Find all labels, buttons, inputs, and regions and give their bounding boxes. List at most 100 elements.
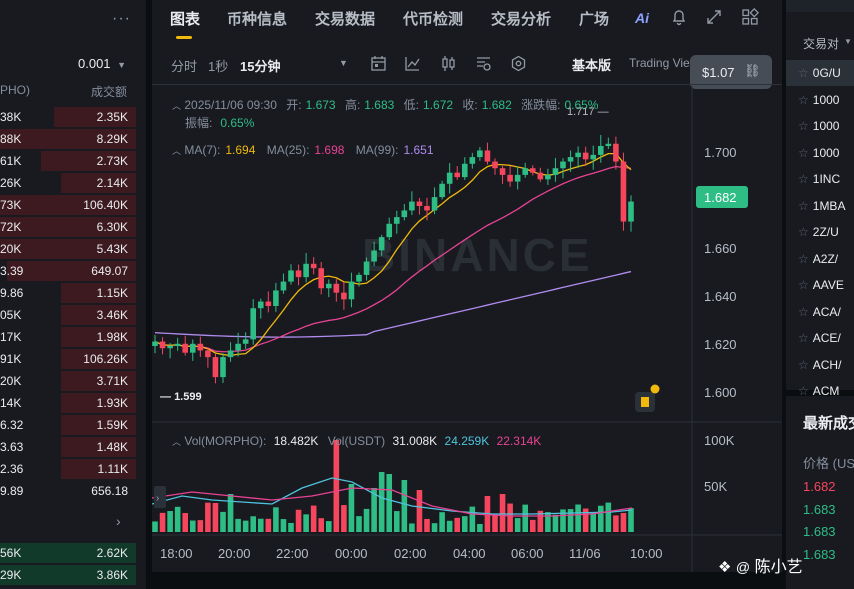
star-icon[interactable]: ☆ bbox=[798, 304, 809, 319]
pair-item[interactable]: ☆ ACH/ bbox=[798, 358, 841, 372]
star-icon[interactable]: ☆ bbox=[798, 357, 809, 372]
star-icon[interactable]: ☆ bbox=[798, 92, 809, 107]
pair-item[interactable]: ☆ 1MBA bbox=[798, 199, 845, 213]
pair-item[interactable]: ☆ 1INC bbox=[798, 172, 840, 186]
line-tool-icon[interactable] bbox=[404, 55, 421, 72]
volume-bar bbox=[378, 472, 385, 532]
bid-row[interactable]: 29K 3.86K bbox=[0, 564, 136, 586]
ask-row[interactable]: 38K 2.35K bbox=[0, 106, 136, 128]
tab-1[interactable]: 币种信息 bbox=[227, 11, 288, 28]
view-basic[interactable]: 基本版 bbox=[572, 58, 612, 73]
pair-item[interactable]: ☆ AAVE bbox=[798, 278, 844, 292]
pair-item[interactable]: ☆ 1000 bbox=[798, 146, 839, 160]
star-icon[interactable]: ☆ bbox=[798, 251, 809, 266]
star-icon[interactable]: ☆ bbox=[798, 145, 809, 160]
time-tick: 10:00 bbox=[630, 546, 663, 561]
volume-bar bbox=[265, 518, 272, 532]
ask-row[interactable]: 61K 2.73K bbox=[0, 150, 136, 172]
precision-select[interactable]: 0.001 ▼ bbox=[78, 56, 126, 71]
ai-badge-icon[interactable] bbox=[635, 384, 660, 413]
tab-5[interactable]: 广场 bbox=[579, 11, 610, 28]
settings-hex-icon[interactable] bbox=[510, 55, 527, 72]
tf-1s[interactable]: 1秒 bbox=[208, 59, 229, 74]
volume-bar bbox=[469, 506, 476, 532]
change-value: 0.65% bbox=[564, 98, 599, 112]
indicator-icon[interactable] bbox=[475, 55, 492, 72]
candle-type-icon[interactable] bbox=[440, 55, 457, 72]
volume-bar bbox=[257, 518, 264, 532]
tf-time-share[interactable]: 分时 bbox=[171, 59, 198, 74]
candle-body bbox=[446, 172, 453, 184]
candle-body bbox=[545, 174, 551, 180]
pair-item[interactable]: ☆ ACA/ bbox=[798, 305, 841, 319]
price-tick: 1.600 bbox=[704, 385, 737, 400]
ask-amount: 26K bbox=[0, 176, 22, 190]
ohlc-legend: ︿ 2025/11/06 09:30 开: 1.673 高: 1.683 低: 1.6… bbox=[172, 96, 598, 113]
dropdown-icon[interactable]: ▼ bbox=[339, 58, 348, 68]
ask-row[interactable]: 9.89 656.18 bbox=[0, 480, 136, 502]
ask-amount: 88K bbox=[0, 132, 22, 146]
tf-15m[interactable]: 15分钟 bbox=[240, 59, 281, 74]
close-label: 收: bbox=[462, 98, 478, 112]
volume-bar bbox=[431, 523, 438, 532]
tab-0[interactable]: 图表 bbox=[170, 11, 201, 28]
ai-icon[interactable]: Ai bbox=[635, 10, 649, 26]
collapse-caret-icon[interactable]: ︿ bbox=[172, 101, 182, 111]
calendar-icon[interactable] bbox=[370, 55, 387, 72]
pair-item[interactable]: ☆ A2Z/ bbox=[798, 252, 838, 266]
expand-icon[interactable] bbox=[706, 9, 722, 25]
candle-body bbox=[189, 343, 196, 353]
volume-collapse-icon[interactable]: › bbox=[154, 486, 166, 508]
ask-row[interactable]: 20K 3.71K bbox=[0, 370, 136, 392]
ask-row[interactable]: 72K 6.30K bbox=[0, 216, 136, 238]
candle-body bbox=[310, 263, 317, 269]
ask-row[interactable]: 9.86 1.15K bbox=[0, 282, 136, 304]
ask-row[interactable]: 3.63 1.48K bbox=[0, 436, 136, 458]
bid-amount: 56K bbox=[0, 546, 22, 560]
vol-collapse-icon[interactable]: ︿ bbox=[172, 437, 182, 447]
star-icon[interactable]: ☆ bbox=[798, 278, 809, 292]
tab-3[interactable]: 代币检测 bbox=[403, 11, 464, 28]
pairs-header[interactable]: 交易对 bbox=[803, 37, 840, 51]
star-icon[interactable]: ☆ bbox=[798, 384, 809, 398]
ask-row[interactable]: 88K 8.29K bbox=[0, 128, 136, 150]
ask-row[interactable]: 2.36 1.11K bbox=[0, 458, 136, 480]
ask-row[interactable]: 05K 3.46K bbox=[0, 304, 136, 326]
star-icon[interactable]: ☆ bbox=[798, 225, 809, 239]
star-icon[interactable]: ☆ bbox=[798, 198, 809, 213]
pair-item[interactable]: ☆ 2Z/U bbox=[798, 225, 839, 239]
volume-bar bbox=[507, 503, 513, 532]
star-icon[interactable]: ☆ bbox=[798, 119, 809, 133]
bell-icon[interactable] bbox=[670, 8, 688, 26]
chevron-right-icon[interactable]: › bbox=[116, 513, 121, 529]
candle-body bbox=[235, 343, 241, 351]
pair-item[interactable]: ☆ ACM bbox=[798, 384, 839, 398]
star-icon[interactable]: ☆ bbox=[798, 331, 809, 345]
link-icon[interactable]: ⛓ bbox=[744, 63, 761, 78]
ma-collapse-icon[interactable]: ︿ bbox=[172, 146, 182, 156]
ask-row[interactable]: 20K 5.43K bbox=[0, 238, 136, 260]
grid-icon[interactable] bbox=[741, 8, 759, 26]
volume-bar bbox=[371, 488, 377, 532]
ask-row[interactable]: 6.32 1.59K bbox=[0, 414, 136, 436]
pair-item[interactable]: ☆ 1000 bbox=[798, 119, 839, 133]
bid-row[interactable]: 56K 2.62K bbox=[0, 542, 136, 564]
ask-row[interactable]: 3.39 649.07 bbox=[0, 260, 136, 282]
ask-row[interactable]: 73K 106.40K bbox=[0, 194, 136, 216]
tab-2[interactable]: 交易数据 bbox=[315, 11, 376, 28]
more-dots-icon[interactable]: ··· bbox=[112, 10, 131, 27]
candle-body bbox=[250, 308, 257, 340]
ask-row[interactable]: 26K 2.14K bbox=[0, 172, 136, 194]
view-tradingview[interactable]: Trading View bbox=[629, 56, 695, 70]
star-icon[interactable]: ☆ bbox=[798, 66, 809, 80]
candlestick-chart[interactable]: BINANCE 1.717 — — 1.599 › bbox=[152, 86, 782, 572]
pair-item[interactable]: ☆ 0G/U bbox=[798, 66, 841, 80]
star-icon[interactable]: ☆ bbox=[798, 172, 809, 186]
pair-item[interactable]: ☆ ACE/ bbox=[798, 331, 841, 345]
pairs-header-sort-icon[interactable]: ▼ bbox=[844, 37, 852, 46]
ask-row[interactable]: 91K 106.26K bbox=[0, 348, 136, 370]
tab-4[interactable]: 交易分析 bbox=[491, 11, 552, 28]
ask-row[interactable]: 17K 1.98K bbox=[0, 326, 136, 348]
ask-row[interactable]: 14K 1.93K bbox=[0, 392, 136, 414]
pair-item[interactable]: ☆ 1000 bbox=[798, 93, 839, 107]
